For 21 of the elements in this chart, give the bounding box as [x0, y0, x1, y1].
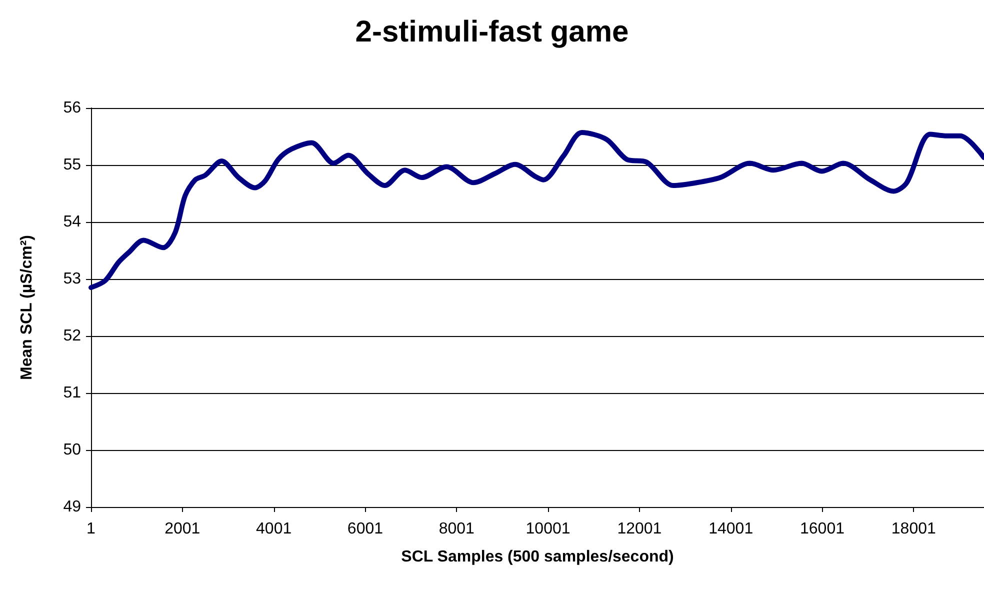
- x-tick-label: 1: [86, 520, 96, 538]
- chart-title: 2-stimuli-fast game: [355, 16, 629, 48]
- x-tick-label: 12001: [617, 520, 662, 538]
- y-tick-label: 50: [63, 442, 82, 458]
- y-tick-label: 54: [63, 214, 82, 230]
- x-tick-label: 14001: [708, 520, 754, 538]
- y-tick-label: 52: [63, 328, 82, 344]
- x-tick-label: 8001: [438, 520, 475, 538]
- x-tick-label: 6001: [347, 520, 384, 538]
- x-tick-label: 16001: [800, 520, 845, 538]
- x-tick-label: 10001: [526, 520, 570, 538]
- y-tick-label: 49: [63, 498, 82, 516]
- y-axis-title: Mean SCL (µS/cm²): [18, 235, 36, 380]
- x-axis-title: SCL Samples (500 samples/second): [401, 548, 674, 566]
- y-tick-label: 56: [63, 100, 82, 116]
- x-tick-label: 4001: [256, 520, 292, 538]
- x-tick-label: 18001: [891, 520, 936, 538]
- y-tick-label: 55: [63, 156, 82, 174]
- y-tick-label: 53: [63, 270, 82, 288]
- x-tick-label: 2001: [164, 520, 200, 538]
- y-tick-label: 51: [63, 384, 82, 402]
